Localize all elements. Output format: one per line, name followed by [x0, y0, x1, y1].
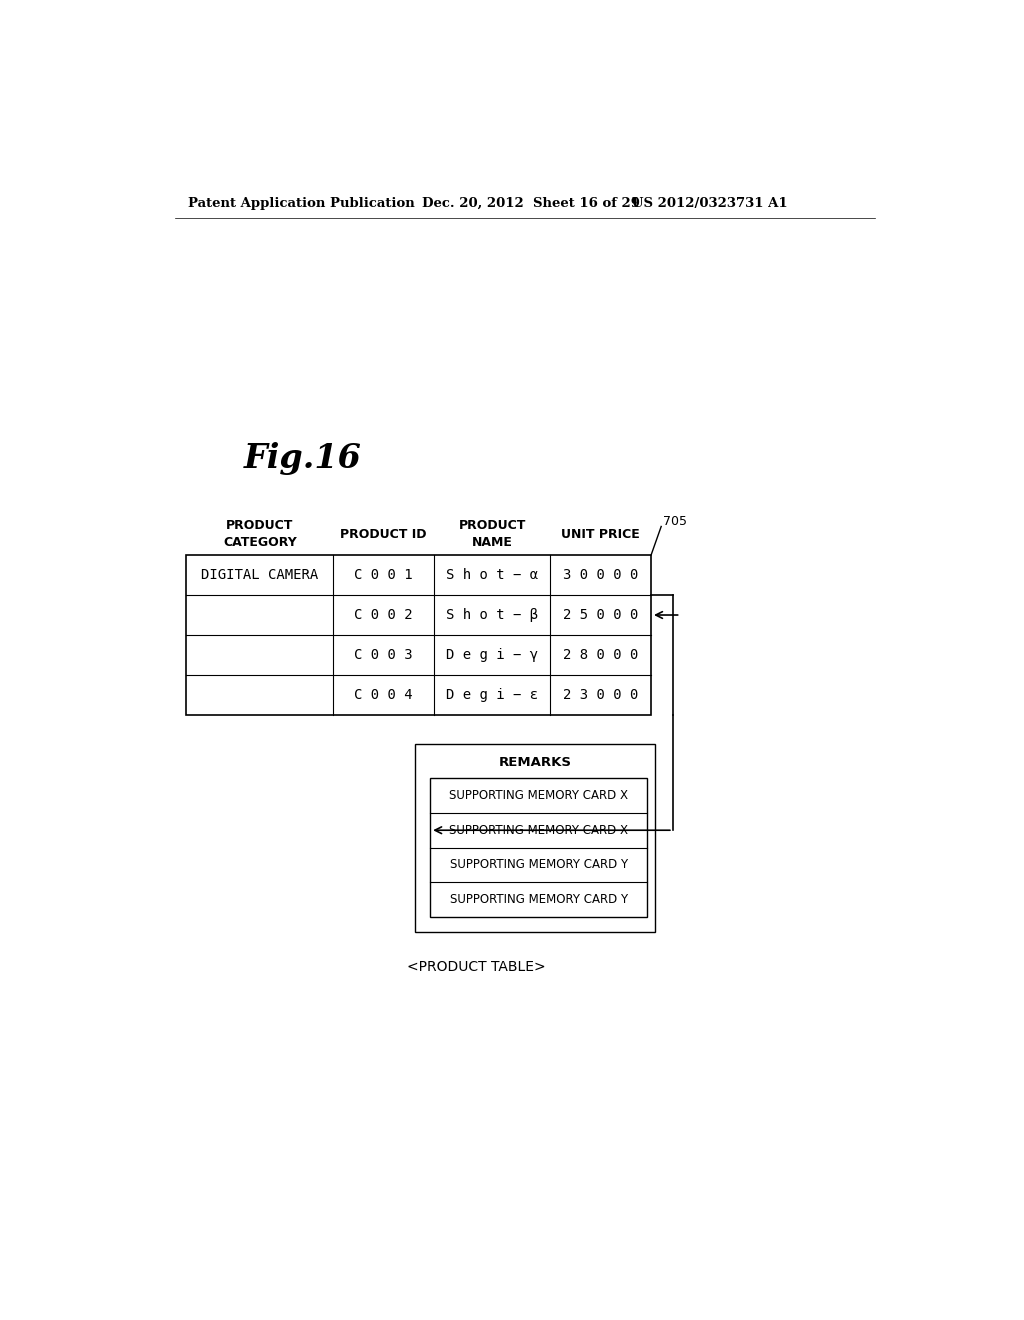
Text: PRODUCT
NAME: PRODUCT NAME [459, 519, 526, 549]
Text: UNIT PRICE: UNIT PRICE [561, 528, 640, 541]
Text: Patent Application Publication: Patent Application Publication [188, 197, 415, 210]
Text: 2 5 0 0 0: 2 5 0 0 0 [563, 609, 638, 622]
Text: US 2012/0323731 A1: US 2012/0323731 A1 [632, 197, 787, 210]
Text: C 0 0 1: C 0 0 1 [354, 568, 413, 582]
Text: SUPPORTING MEMORY CARD X: SUPPORTING MEMORY CARD X [450, 824, 629, 837]
Text: REMARKS: REMARKS [499, 756, 571, 770]
Text: 2 3 0 0 0: 2 3 0 0 0 [563, 688, 638, 702]
Text: 705: 705 [663, 515, 687, 528]
Text: S h o t − α: S h o t − α [446, 568, 539, 582]
Text: <PRODUCT TABLE>: <PRODUCT TABLE> [407, 960, 546, 974]
Text: SUPPORTING MEMORY CARD Y: SUPPORTING MEMORY CARD Y [450, 894, 628, 906]
Text: C 0 0 4: C 0 0 4 [354, 688, 413, 702]
Text: S h o t − β: S h o t − β [446, 609, 539, 622]
Text: 2 8 0 0 0: 2 8 0 0 0 [563, 648, 638, 663]
Text: PRODUCT ID: PRODUCT ID [341, 528, 427, 541]
Text: SUPPORTING MEMORY CARD Y: SUPPORTING MEMORY CARD Y [450, 858, 628, 871]
Text: D e g i − γ: D e g i − γ [446, 648, 539, 663]
Text: 3 0 0 0 0: 3 0 0 0 0 [563, 568, 638, 582]
Text: PRODUCT
CATEGORY: PRODUCT CATEGORY [223, 519, 297, 549]
Text: C 0 0 3: C 0 0 3 [354, 648, 413, 663]
Text: C 0 0 2: C 0 0 2 [354, 609, 413, 622]
Text: DIGITAL CAMERA: DIGITAL CAMERA [201, 568, 318, 582]
Bar [430, 779, 647, 917]
Bar [415, 743, 655, 932]
Text: D e g i − ε: D e g i − ε [446, 688, 539, 702]
Text: Dec. 20, 2012  Sheet 16 of 29: Dec. 20, 2012 Sheet 16 of 29 [423, 197, 640, 210]
Bar [186, 554, 651, 715]
Text: Fig.16: Fig.16 [245, 442, 362, 475]
Text: SUPPORTING MEMORY CARD X: SUPPORTING MEMORY CARD X [450, 789, 629, 803]
